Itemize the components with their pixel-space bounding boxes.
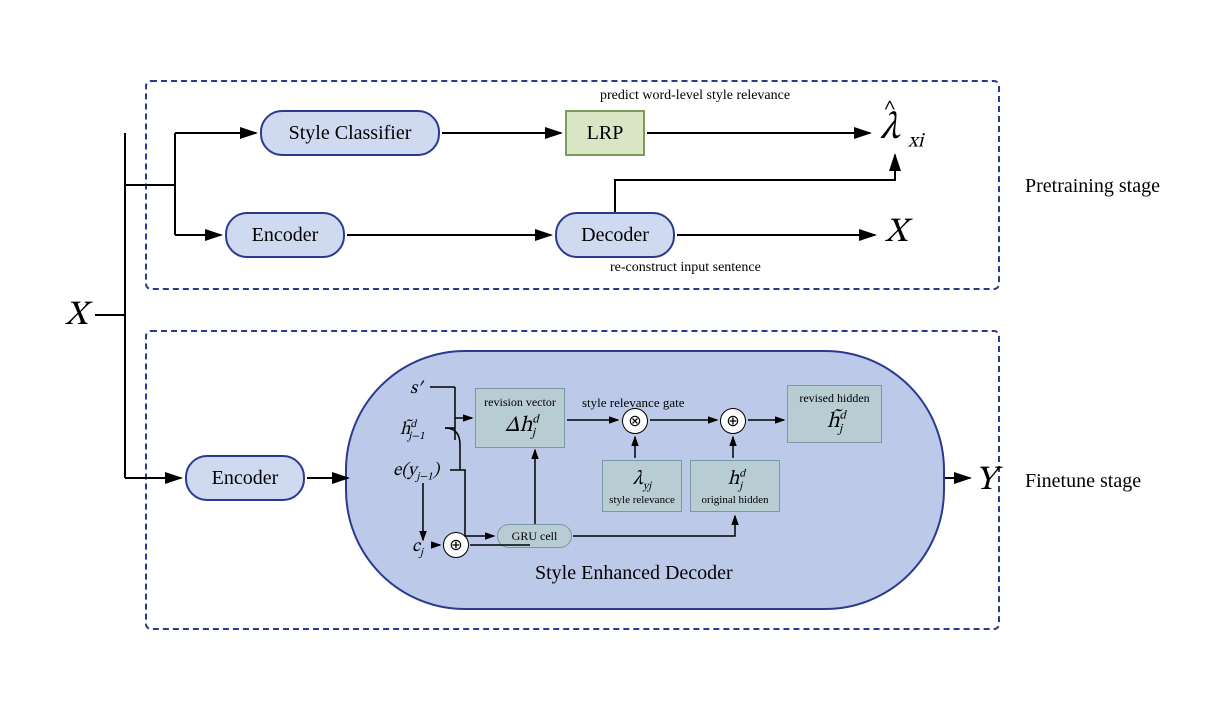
arrows-layer <box>0 0 1206 717</box>
